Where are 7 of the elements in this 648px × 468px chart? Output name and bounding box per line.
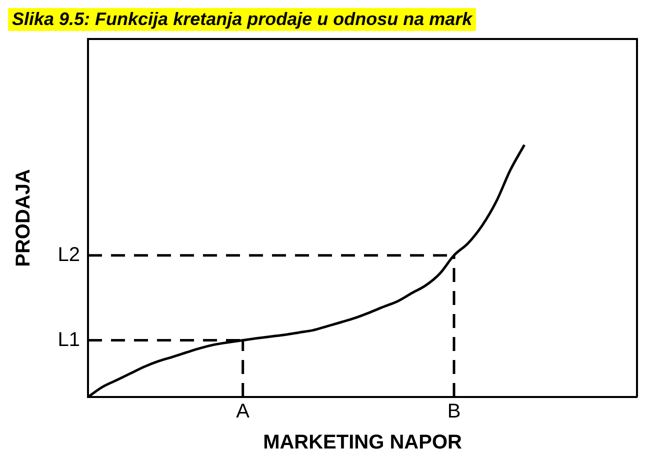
x-tick-label: A <box>236 400 250 423</box>
x-axis-title: MARKETING NAPOR <box>263 432 462 454</box>
x-tick-label: B <box>447 400 461 423</box>
chart-title: Slika 9.5: Funkcija kretanja prodaje u odnosu na mark <box>8 8 476 31</box>
ref-line-label: L2 <box>58 244 80 266</box>
ref-line-label: L1 <box>58 328 80 351</box>
y-axis-title: PRODAJA <box>12 169 35 267</box>
